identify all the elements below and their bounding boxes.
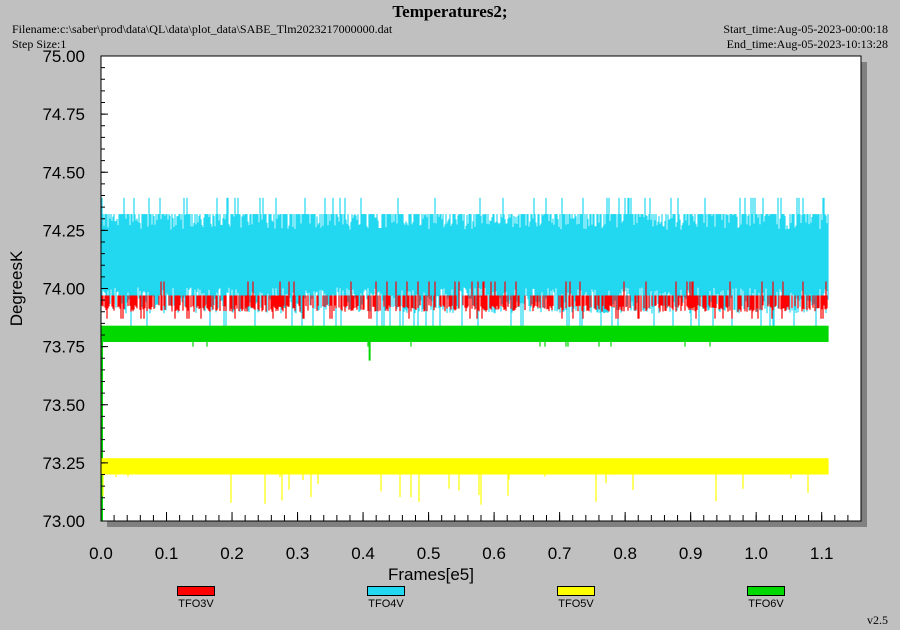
series-tfo5v — [100, 458, 829, 505]
step-size-label: Step Size:1 — [12, 37, 67, 51]
legend-swatch-tfo3v — [177, 586, 215, 596]
x-tick-label: 1.1 — [810, 544, 834, 563]
y-tick-label: 73.75 — [42, 338, 85, 357]
x-tick-label: 0.1 — [155, 544, 179, 563]
legend-label-tfo4v: TFO4V — [368, 598, 404, 610]
legend-swatch-tfo4v — [367, 586, 405, 596]
legend-label-tfo6v: TFO6V — [748, 598, 784, 610]
y-tick-label: 73.50 — [42, 396, 85, 415]
x-tick-label: 0.9 — [679, 544, 703, 563]
legend-swatch-tfo6v — [747, 586, 785, 596]
legend-label-tfo5v: TFO5V — [558, 598, 594, 610]
chart-title: Temperatures2; — [392, 2, 508, 21]
legend-item-tfo5v: TFO5V — [536, 586, 616, 610]
y-tick-label: 75.00 — [42, 47, 85, 66]
x-axis-label: Frames[e5] — [388, 565, 474, 584]
y-tick-label: 74.75 — [42, 105, 85, 124]
y-axis-label: DegreesK — [7, 250, 26, 326]
y-tick-label: 74.50 — [42, 163, 85, 182]
x-tick-label: 1.0 — [744, 544, 768, 563]
legend-label-tfo3v: TFO3V — [178, 598, 214, 610]
legend-item-tfo4v: TFO4V — [346, 586, 426, 610]
x-tick-label: 0.5 — [417, 544, 441, 563]
x-tick-label: 0.7 — [548, 544, 572, 563]
x-tick-label: 0.6 — [482, 544, 506, 563]
x-tick-label: 0.8 — [613, 544, 637, 563]
x-tick-label: 0.4 — [351, 544, 375, 563]
series-tfo6v — [100, 325, 829, 521]
end-time-label: End_time:Aug-05-2023-10:13:28 — [726, 37, 888, 51]
series-tfo3v — [101, 281, 828, 319]
y-tick-label: 73.00 — [42, 512, 85, 531]
start-time-label: Start_time:Aug-05-2023-00:00:18 — [723, 22, 888, 36]
x-tick-label: 0.2 — [220, 544, 244, 563]
legend-item-tfo6v: TFO6V — [726, 586, 806, 610]
series-tfo4v — [100, 197, 829, 342]
y-tick-label: 74.25 — [42, 221, 85, 240]
filename-label: Filename:c:\saber\prod\data\QL\data\plot… — [12, 22, 393, 36]
y-tick-label: 73.25 — [42, 454, 85, 473]
y-tick-label: 74.00 — [42, 280, 85, 299]
legend-swatch-tfo5v — [557, 586, 595, 596]
x-tick-label: 0.3 — [286, 544, 310, 563]
x-tick-label: 0.0 — [89, 544, 113, 563]
legend-item-tfo3v: TFO3V — [156, 586, 236, 610]
version-label: v2.5 — [867, 613, 888, 627]
